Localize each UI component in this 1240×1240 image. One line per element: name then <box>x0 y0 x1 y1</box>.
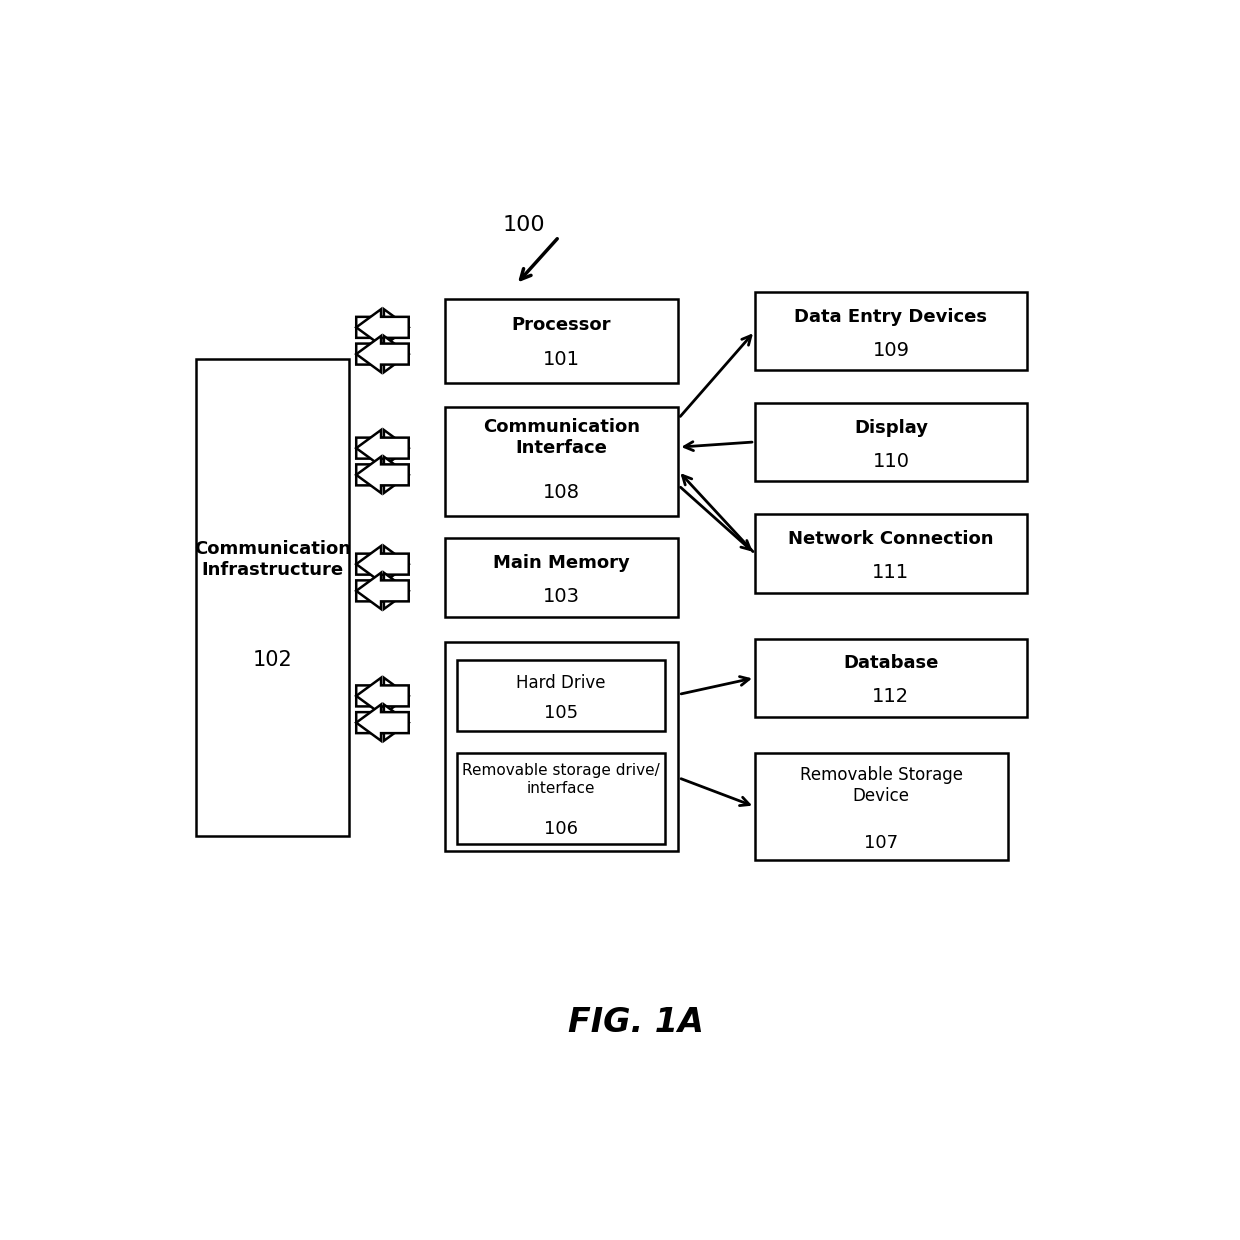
Polygon shape <box>356 678 409 714</box>
Text: Display: Display <box>854 419 928 436</box>
FancyBboxPatch shape <box>755 291 1027 371</box>
Text: Processor: Processor <box>512 316 611 335</box>
Text: Removable Storage
Device: Removable Storage Device <box>800 766 963 805</box>
FancyBboxPatch shape <box>444 538 678 616</box>
FancyBboxPatch shape <box>444 407 678 516</box>
Text: Communication
Interface: Communication Interface <box>484 418 640 458</box>
Text: 111: 111 <box>873 563 909 583</box>
FancyBboxPatch shape <box>755 515 1027 593</box>
Polygon shape <box>356 573 409 609</box>
Text: 101: 101 <box>543 351 580 370</box>
Polygon shape <box>356 430 409 466</box>
FancyBboxPatch shape <box>755 403 1027 481</box>
Text: Network Connection: Network Connection <box>789 531 993 548</box>
Text: Secondary Memory: Secondary Memory <box>464 663 658 682</box>
Text: 100: 100 <box>502 216 544 236</box>
Polygon shape <box>356 456 409 494</box>
FancyBboxPatch shape <box>755 753 1008 861</box>
Polygon shape <box>356 336 409 372</box>
Polygon shape <box>356 456 409 494</box>
Polygon shape <box>356 336 409 372</box>
Text: FIG. 1A: FIG. 1A <box>568 1006 703 1039</box>
Text: 105: 105 <box>544 703 578 722</box>
Text: Database: Database <box>843 655 939 672</box>
Text: 103: 103 <box>543 587 580 606</box>
Text: 108: 108 <box>543 482 580 501</box>
Polygon shape <box>356 309 409 346</box>
FancyBboxPatch shape <box>444 299 678 383</box>
Polygon shape <box>356 430 409 466</box>
Polygon shape <box>356 573 409 609</box>
Text: Main Memory: Main Memory <box>494 554 630 572</box>
FancyBboxPatch shape <box>196 358 350 836</box>
Polygon shape <box>356 704 409 740</box>
Text: 104: 104 <box>543 692 580 711</box>
Text: 110: 110 <box>873 451 909 470</box>
Text: Communication
Infrastructure: Communication Infrastructure <box>195 539 351 579</box>
Text: 106: 106 <box>544 820 578 838</box>
Polygon shape <box>356 546 409 583</box>
FancyBboxPatch shape <box>458 753 665 844</box>
FancyBboxPatch shape <box>755 639 1027 717</box>
Text: Data Entry Devices: Data Entry Devices <box>795 308 987 326</box>
Text: 102: 102 <box>253 650 293 670</box>
Text: Removable storage drive/
interface: Removable storage drive/ interface <box>463 764 660 796</box>
Polygon shape <box>356 546 409 583</box>
Text: 107: 107 <box>864 835 899 852</box>
Polygon shape <box>356 309 409 346</box>
Text: 109: 109 <box>873 341 909 360</box>
FancyBboxPatch shape <box>444 642 678 851</box>
FancyBboxPatch shape <box>458 660 665 732</box>
Text: 112: 112 <box>873 687 909 707</box>
Text: Hard Drive: Hard Drive <box>516 675 606 692</box>
Polygon shape <box>356 678 409 714</box>
Polygon shape <box>356 704 409 740</box>
